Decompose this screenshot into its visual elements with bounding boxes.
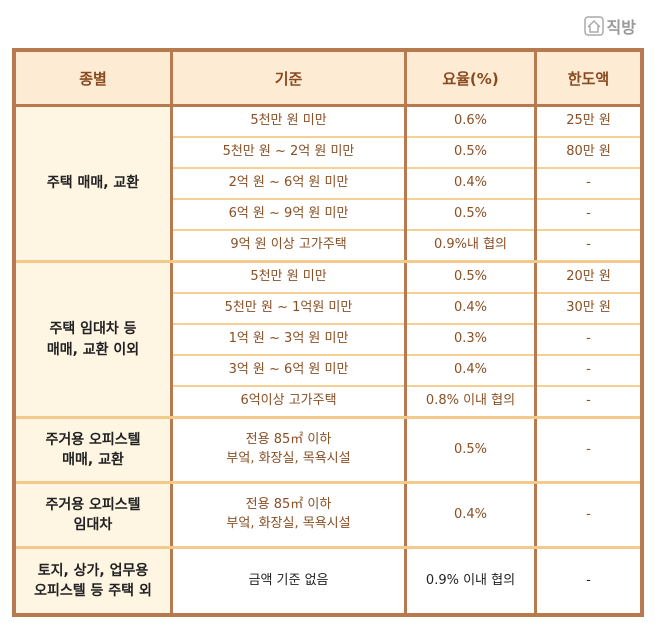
limit-cell: - [534,168,644,200]
limit-cell: - [534,547,644,615]
table-row: 주택 매매, 교환 5천만 원 미만 0.6% 25만 원 [12,105,644,263]
rate-cell: 0.4% [404,293,537,325]
table-row: 3억 원 ~ 6억 원 미만 0.4% - [14,355,644,387]
cell-line: 주거용 오피스텔 [45,431,141,448]
limit-cell: - [534,386,644,419]
logo-text: 직방 [606,18,636,37]
brokerage-fee-table: 종별 기준 요율(%) 한도액 주택 매매, 교환 5천만 원 미만 0.6% 25만… [12,48,644,617]
cell-line: 부엌, 화장실, 목욕시설 [226,516,351,531]
rate-cell: 0.3% [404,324,537,356]
table-row: 토지, 상가, 업무용 오피스텔 등 주택 외 금액 기준 없음 0.9% 이내 협의… [12,547,644,615]
rate-cell: 0.8% 이내 협의 [404,386,537,419]
criteria-cell: 5천만 원 미만 [170,105,407,138]
cell-line: 전용 85㎡ 이하 [245,497,332,513]
limit-cell: - [534,482,644,549]
table-row: 주거용 오피스텔 임대차 전용 85㎡ 이하 부엌, 화장실, 목욕시설 0.4% - [12,482,644,549]
rate-cell: 0.9%내 협의 [404,230,537,263]
rate-cell: 0.4% [404,355,537,387]
table-row: 주거용 오피스텔 매매, 교환 전용 85㎡ 이하 부엌, 화장실, 목욕시설 0.5%… [12,417,644,484]
table-row: 9억 원 이상 고가주택 0.9%내 협의 - [14,230,644,263]
table-row: 2억 원 ~ 6억 원 미만 0.4% - [14,168,644,200]
table-row: 6억이상 고가주택 0.8% 이내 협의 - [14,386,644,419]
criteria-cell: 3억 원 ~ 6억 원 미만 [170,355,407,387]
rate-cell: 0.4% [404,482,537,549]
cell-line: 주택 매매, 교환 [46,175,140,192]
limit-cell: - [534,324,644,356]
criteria-cell: 6억 원 ~ 9억 원 미만 [170,199,407,231]
limit-cell: 20만 원 [534,261,644,294]
limit-cell: 30만 원 [534,293,644,325]
rate-cell: 0.9% 이내 협의 [404,547,537,615]
cell-line: 오피스텔 등 주택 외 [34,583,152,599]
table-row: 1억 원 ~ 3억 원 미만 0.3% - [14,324,644,356]
limit-cell: 80만 원 [534,137,644,169]
criteria-cell: 5천만 원 미만 [170,261,407,294]
criteria-cell: 금액 기준 없음 [170,547,407,615]
rate-cell: 0.5% [404,137,537,169]
cell-line: 주택 임대차 등 [49,321,137,338]
cell-line: 매매, 교환 [62,452,124,468]
cell-line: 부엌, 화장실, 목욕시설 [226,451,351,466]
table-row: 5천만 원 ~ 1억원 미만 0.4% 30만 원 [14,293,644,325]
category-cell: 주택 매매, 교환 [12,105,173,263]
header-type: 종별 [12,48,173,107]
rate-cell: 0.5% [404,199,537,231]
limit-cell: - [534,199,644,231]
header-limit: 한도액 [534,48,644,107]
criteria-cell: 5천만 원 ~ 1억원 미만 [170,293,407,325]
rate-cell: 0.5% [404,261,537,294]
rate-cell: 0.4% [404,168,537,200]
criteria-cell: 2억 원 ~ 6억 원 미만 [170,168,407,200]
logo: 직방 [583,14,636,38]
cell-line: 전용 85㎡ 이하 [245,432,332,448]
criteria-cell: 5천만 원 ~ 2억 원 미만 [170,137,407,169]
cell-line: 임대차 [73,517,113,533]
cell-line: 주거용 오피스텔 [45,496,141,513]
table-row: 6억 원 ~ 9억 원 미만 0.5% - [14,199,644,231]
criteria-cell: 9억 원 이상 고가주택 [170,230,407,263]
limit-cell: 25만 원 [534,105,644,138]
cell-line: 토지, 상가, 업무용 [37,562,149,579]
header-rate: 요율(%) [404,48,537,107]
table-row: 주택 임대차 등 매매, 교환 이외 5천만 원 미만 0.5% 20만 원 [12,261,644,419]
limit-cell: - [534,355,644,387]
limit-cell: - [534,230,644,263]
table-row: 5천만 원 ~ 2억 원 미만 0.5% 80만 원 [14,137,644,169]
criteria-cell: 1억 원 ~ 3억 원 미만 [170,324,407,356]
limit-cell: - [534,417,644,484]
rate-cell: 0.5% [404,417,537,484]
header-criteria: 기준 [170,48,407,107]
criteria-cell: 6억이상 고가주택 [170,386,407,419]
rate-cell: 0.6% [404,105,537,138]
house-icon [583,16,604,36]
cell-line: 매매, 교환 이외 [46,341,140,358]
